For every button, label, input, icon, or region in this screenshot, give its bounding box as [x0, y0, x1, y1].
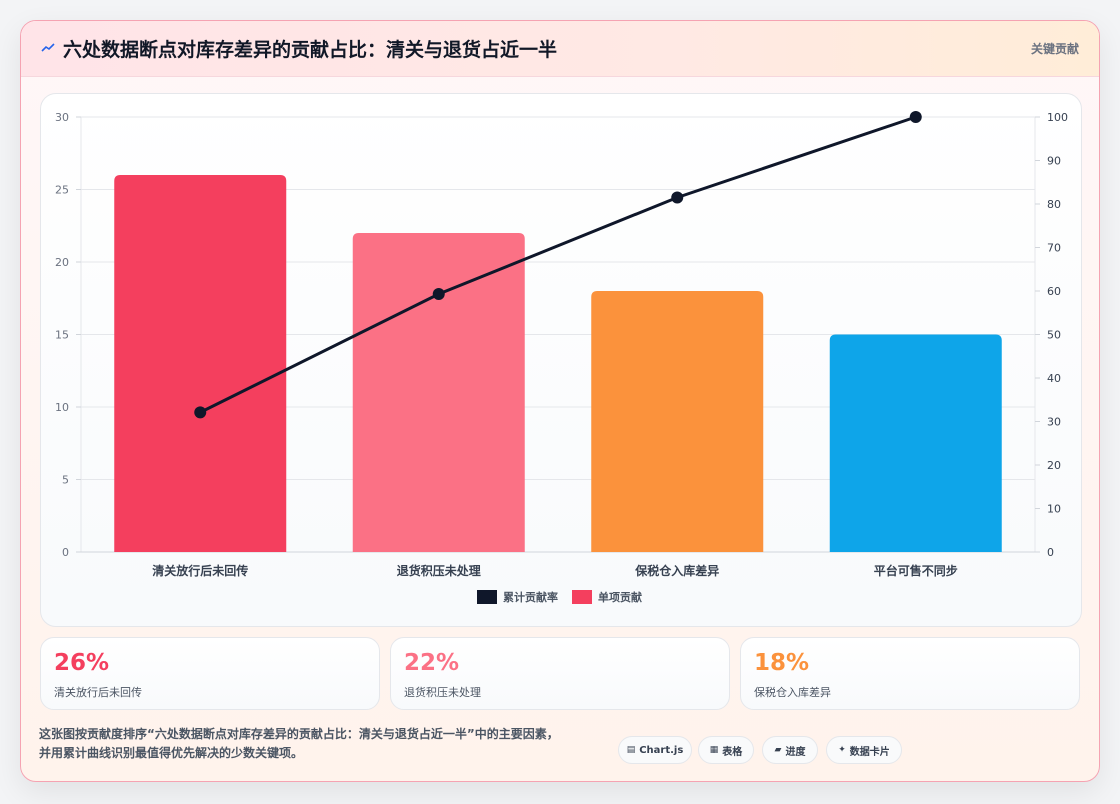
tag-progress[interactable]: ▰ 进度 — [762, 736, 818, 764]
cumulative-point — [671, 191, 684, 204]
x-tick-label: 保税仓入库差异 — [634, 563, 719, 578]
stat-label: 退货积压未处理 — [404, 686, 481, 699]
y-right-tick-label: 40 — [1047, 372, 1061, 385]
legend-swatch — [477, 590, 497, 604]
legend-swatch — [572, 590, 592, 604]
stat-value: 22% — [404, 650, 460, 676]
bar — [829, 334, 1002, 552]
y-left-tick-label: 5 — [62, 474, 69, 487]
cumulative-point — [909, 111, 922, 123]
tag-table[interactable]: ▦ 表格 — [698, 736, 754, 764]
tag-label: Chart.js — [639, 744, 684, 756]
header-badge: 关键贡献 — [1030, 42, 1079, 56]
tag-label: 数据卡片 — [849, 746, 890, 758]
cumulative-point — [194, 406, 207, 419]
chart-description: 这张图按贡献度排序“六处数据断点对库存差异的贡献占比：清关与退货占近一半”中的主… — [39, 725, 599, 763]
y-left-tick-label: 0 — [62, 546, 69, 559]
y-right-tick-label: 60 — [1047, 285, 1061, 298]
tag-data-card[interactable]: ✦ 数据卡片 — [826, 736, 902, 764]
y-left-tick-label: 20 — [55, 256, 69, 269]
trend-line-icon — [41, 43, 55, 52]
stat-value: 26% — [54, 650, 110, 676]
stat-card: 26% 清关放行后未回传 — [40, 637, 380, 710]
y-right-tick-label: 30 — [1047, 416, 1061, 429]
description-line: 这张图按贡献度排序“六处数据断点对库存差异的贡献占比：清关与退货占近一半”中的主… — [39, 727, 559, 741]
card-header: 六处数据断点对库存差异的贡献占比：清关与退货占近一半 关键贡献 — [21, 21, 1099, 77]
chart-title: 六处数据断点对库存差异的贡献占比：清关与退货占近一半 — [63, 39, 558, 61]
x-tick-label: 清关放行后未回传 — [152, 563, 248, 578]
y-left-tick-label: 30 — [55, 111, 69, 124]
pareto-chart: 0 5 10 15 20 25 30 0 10 20 30 40 50 60 70 80 90 100 清关放行后未… — [55, 111, 1068, 604]
report-card: 六处数据断点对库存差异的贡献占比：清关与退货占近一半 关键贡献 0 5 10 15 20… — [20, 20, 1100, 782]
y-right-tick-label: 0 — [1047, 546, 1054, 559]
tag-chartjs[interactable]: ▤ Chart.js — [618, 736, 692, 764]
x-tick-label: 平台可售不同步 — [874, 563, 958, 578]
sparkle-icon: ✦ — [838, 745, 846, 755]
y-right-tick-label: 50 — [1047, 329, 1061, 342]
cumulative-point — [432, 288, 445, 301]
y-right-tick-label: 20 — [1047, 459, 1061, 472]
bar — [591, 291, 764, 552]
y-right-tick-label: 90 — [1047, 155, 1061, 168]
stat-label: 保税仓入库差异 — [754, 686, 831, 699]
stat-label: 清关放行后未回传 — [54, 686, 142, 699]
stat-card: 18% 保税仓入库差异 — [740, 637, 1080, 710]
stat-card: 22% 退货积压未处理 — [390, 637, 730, 710]
x-tick-label: 退货积压未处理 — [397, 563, 481, 578]
y-left-tick-label: 10 — [55, 401, 69, 414]
bar — [352, 233, 525, 552]
y-right-tick-label: 100 — [1047, 111, 1068, 124]
y-right-tick-label: 70 — [1047, 242, 1061, 255]
table-icon: ▦ — [709, 745, 719, 755]
y-left-tick-label: 15 — [55, 329, 69, 342]
cumulative-line — [199, 115, 917, 414]
tag-label: 进度 — [785, 746, 806, 758]
y-right-tick-label: 80 — [1047, 198, 1061, 211]
description-line: 并用累计曲线识别最值得优先解决的少数关键项。 — [39, 746, 304, 760]
y-left-tick-label: 25 — [55, 184, 69, 197]
y-right-tick-label: 10 — [1047, 503, 1061, 516]
legend-label: 单项贡献 — [598, 590, 642, 604]
tag-label: 表格 — [722, 746, 743, 758]
progress-icon: ▰ — [774, 745, 782, 755]
bar — [114, 175, 287, 552]
chart-icon: ▤ — [626, 745, 636, 755]
chart-panel: 0 5 10 15 20 25 30 0 10 20 30 40 50 60 70 80 90 100 清关放行后未… — [40, 93, 1082, 627]
stat-value: 18% — [754, 650, 810, 676]
legend-label: 累计贡献率 — [503, 590, 558, 604]
